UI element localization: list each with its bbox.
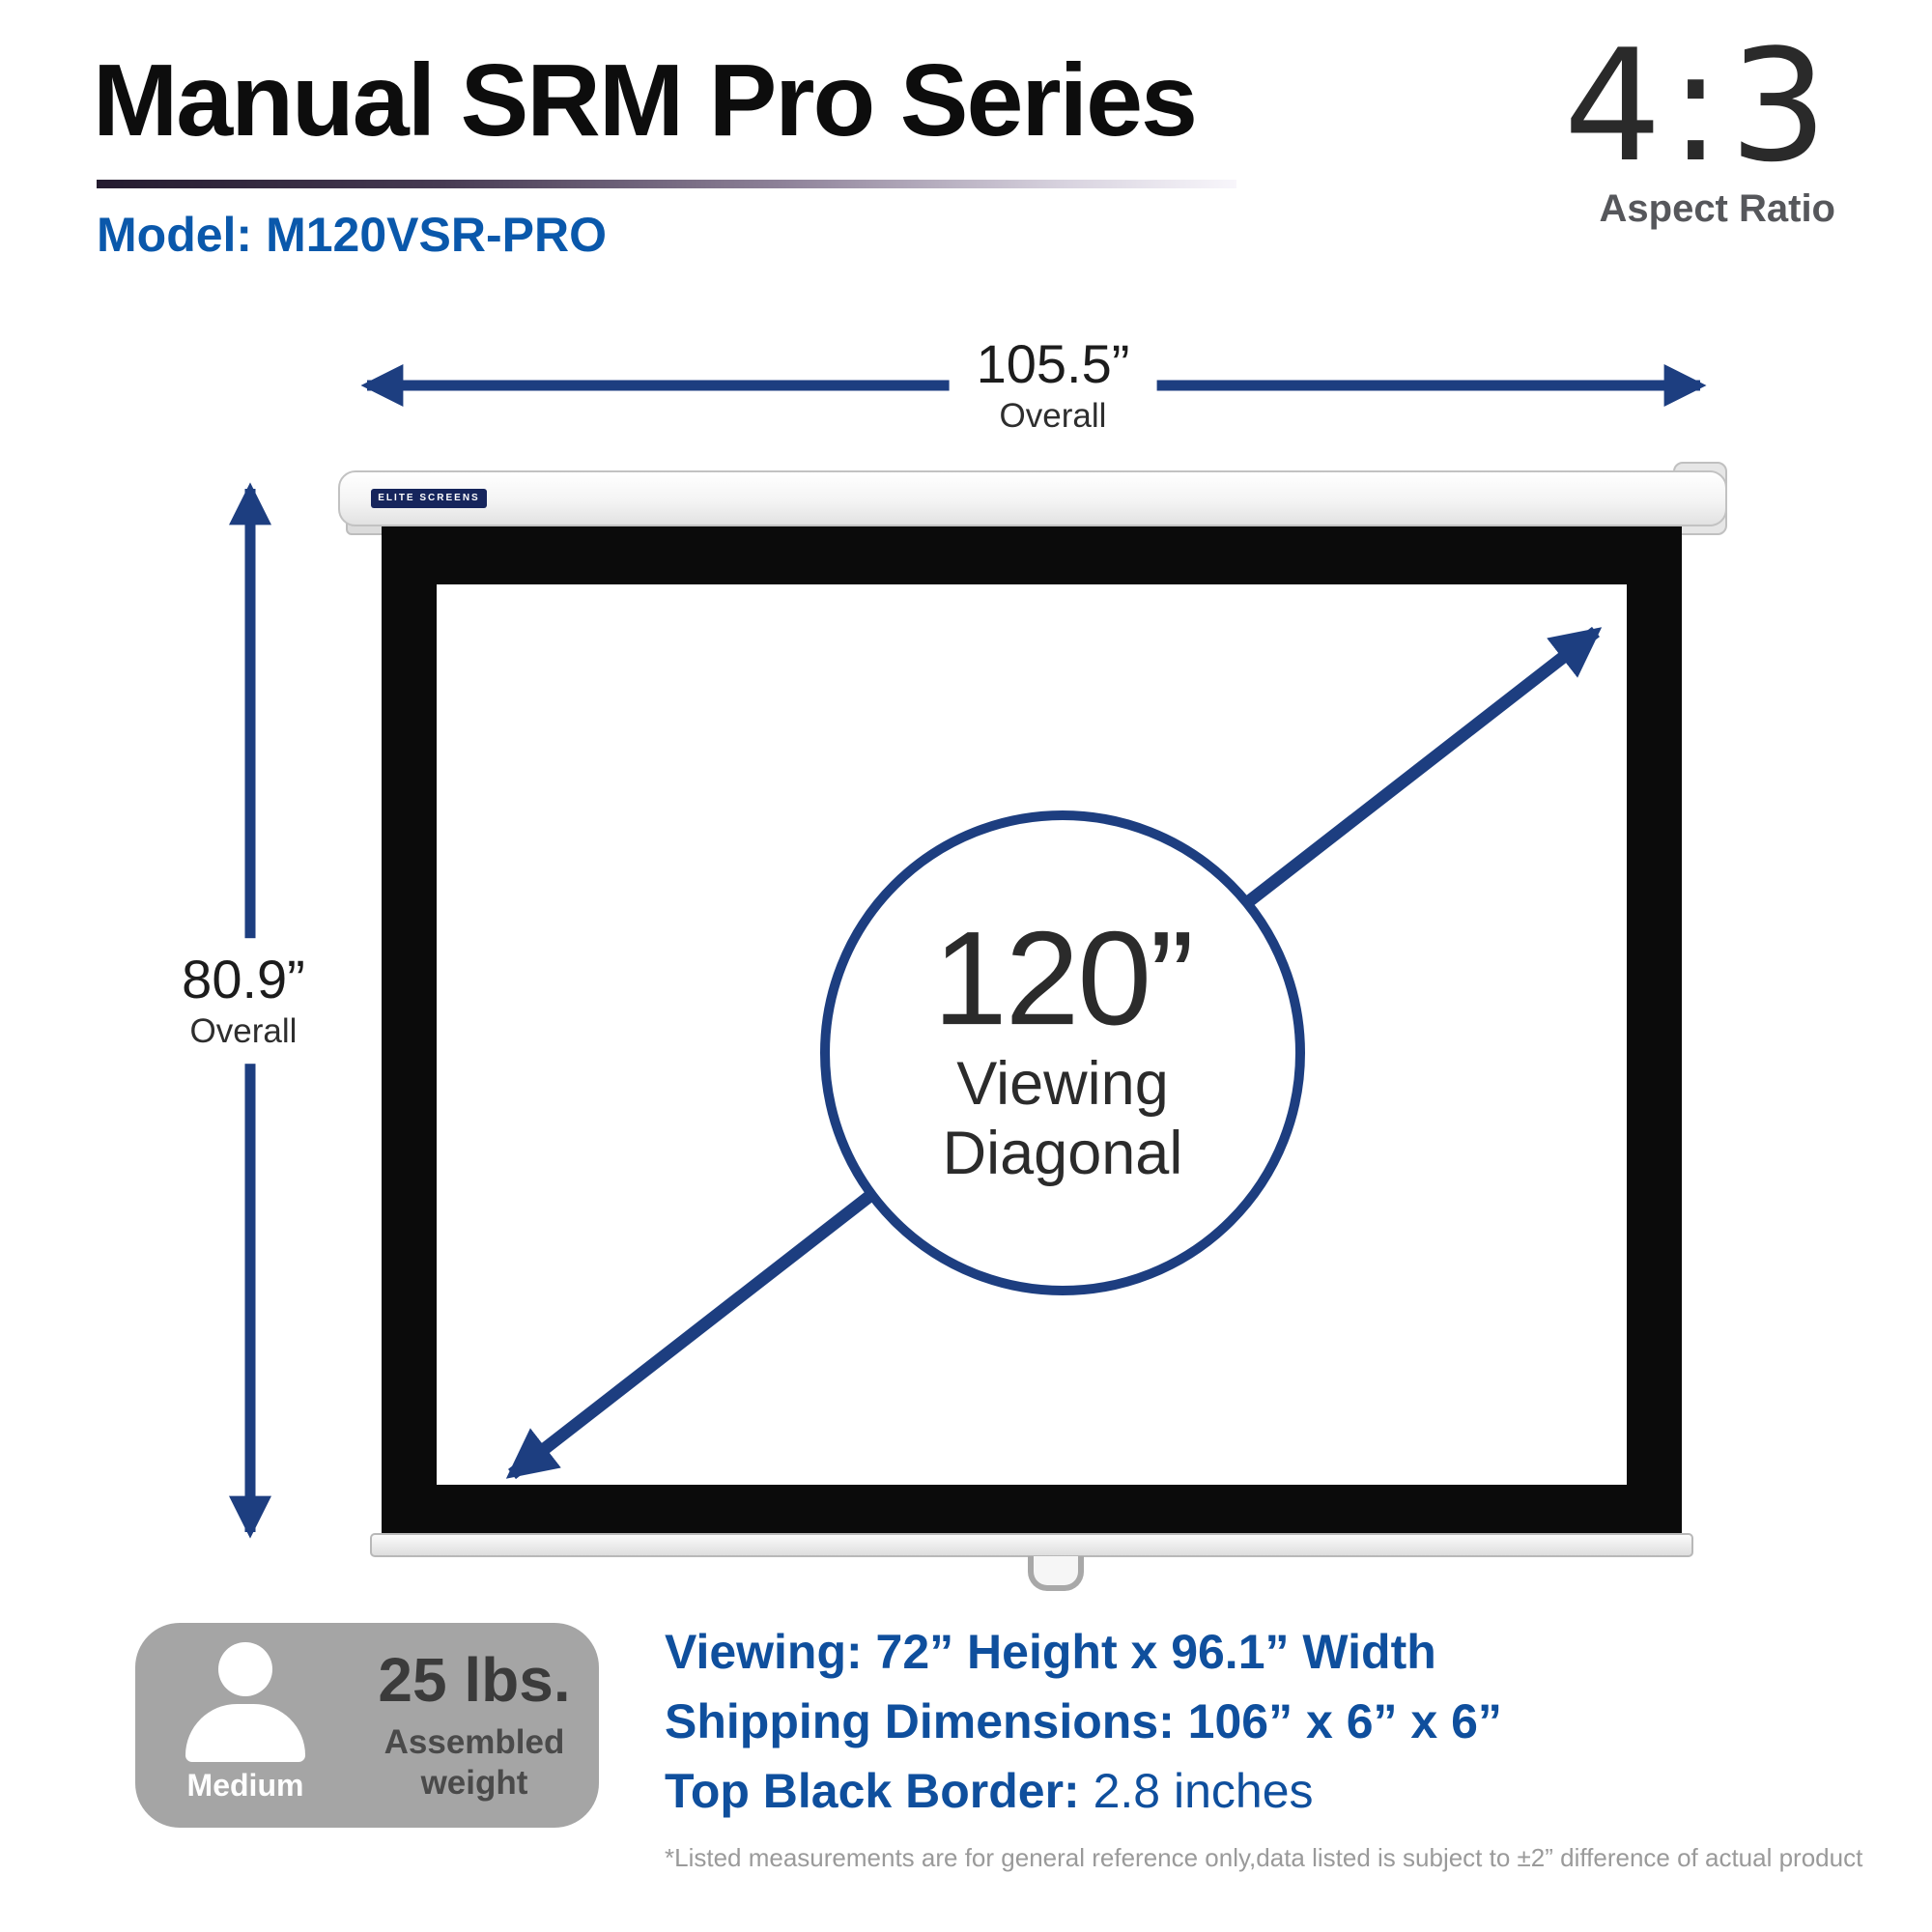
overall-width-label: 105.5” Overall [949, 332, 1157, 439]
model-label: Model: [97, 208, 253, 262]
aspect-ratio-label: Aspect Ratio [1599, 187, 1836, 230]
viewing-diagonal-caption-1: Viewing [956, 1050, 1169, 1119]
overall-width-caption: Overall [999, 396, 1107, 435]
model-line: Model: M120VSR-PRO [97, 207, 607, 263]
overall-height-label: 80.9” Overall [174, 938, 313, 1064]
overall-width-value: 105.5” [976, 333, 1130, 395]
viewing-diagonal-label: 120” Viewing Diagonal [932, 904, 1194, 1189]
top-black-border-label: Top Black Border: [665, 1764, 1080, 1818]
shipping-dimensions: Shipping Dimensions: 106” x 6” x 6” [665, 1694, 1502, 1748]
top-black-border-value: 2.8 inches [1079, 1764, 1314, 1818]
overall-height-value: 80.9” [182, 949, 305, 1010]
overall-height-caption: Overall [189, 1011, 298, 1050]
spec-text-block: Viewing: 72” Height x 96.1” Width Shippi… [665, 1617, 1911, 1873]
assembled-weight-value: 25 lbs. [378, 1645, 571, 1715]
pull-handle [1028, 1556, 1084, 1591]
weight-badge: Medium 25 lbs. Assembled weight [135, 1623, 599, 1828]
title-divider [97, 180, 1236, 188]
aspect-ratio-value: 4:3 [1563, 15, 1835, 196]
weight-size-label: Medium [186, 1768, 304, 1803]
page-title: Manual SRM Pro Series [93, 43, 1198, 157]
brand-logo: ELITE SCREENS [371, 489, 487, 508]
assembled-weight-caption-1: Assembled [384, 1723, 565, 1761]
assembled-weight-caption-2: weight [420, 1764, 528, 1802]
model-value: M120VSR-PRO [266, 208, 607, 262]
screen-bottom-slat [370, 1533, 1693, 1557]
screen-housing [338, 470, 1727, 526]
top-black-border-line: Top Black Border: 2.8 inches [665, 1756, 1911, 1826]
disclaimer-footnote: *Listed measurements are for general ref… [665, 1843, 1863, 1872]
person-icon-body [185, 1704, 305, 1762]
person-icon [218, 1642, 272, 1696]
aspect-ratio-block: 4:3 Aspect Ratio [1564, 29, 1836, 231]
viewing-dimensions: Viewing: 72” Height x 96.1” Width [665, 1625, 1436, 1679]
viewing-diagonal-caption-2: Diagonal [942, 1120, 1183, 1188]
viewing-diagonal-value: 120” [932, 904, 1194, 1054]
